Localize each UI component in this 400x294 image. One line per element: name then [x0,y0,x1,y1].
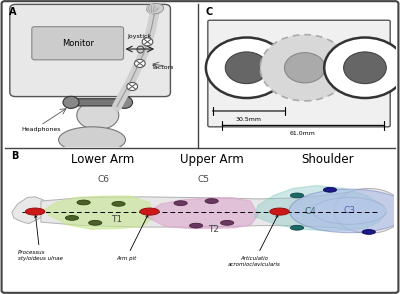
Text: C5: C5 [198,176,210,184]
Text: C3: C3 [343,206,355,216]
Circle shape [77,200,90,205]
Circle shape [324,38,400,98]
Polygon shape [45,196,154,229]
Circle shape [127,82,138,91]
Circle shape [89,220,102,225]
Polygon shape [146,198,258,228]
FancyBboxPatch shape [10,4,170,96]
Circle shape [65,216,78,220]
Text: Upper Arm: Upper Arm [180,153,244,166]
Polygon shape [254,186,386,230]
Text: Arm pit: Arm pit [116,215,148,261]
Circle shape [205,199,218,203]
Text: Monitor: Monitor [62,39,94,48]
Circle shape [290,225,304,230]
Circle shape [134,59,145,68]
Ellipse shape [77,101,119,130]
Circle shape [225,52,268,83]
Polygon shape [12,197,47,223]
Circle shape [26,208,45,215]
Circle shape [140,208,159,215]
Text: Articulatio
acromioclavicularis: Articulatio acromioclavicularis [228,215,281,267]
Ellipse shape [147,4,164,14]
Text: 61.0mm: 61.0mm [290,131,316,136]
Text: A: A [9,7,16,17]
Ellipse shape [334,188,400,233]
Circle shape [63,96,79,108]
Text: B: B [11,151,18,161]
Text: 30.5mm: 30.5mm [236,117,262,122]
Text: C6: C6 [97,176,109,184]
Text: T1: T1 [111,215,122,224]
Text: Shoulder: Shoulder [302,153,354,166]
Circle shape [362,230,375,234]
FancyBboxPatch shape [70,99,126,106]
Ellipse shape [58,127,126,153]
Circle shape [142,38,153,46]
Text: Joystick: Joystick [128,34,152,39]
Text: Processus
styloideus ulnae: Processus styloideus ulnae [18,215,62,261]
Text: Headphones: Headphones [21,127,61,132]
Polygon shape [41,191,355,230]
FancyBboxPatch shape [32,27,124,60]
Circle shape [260,35,350,101]
FancyBboxPatch shape [208,20,390,127]
Circle shape [206,38,287,98]
Circle shape [323,187,336,192]
Text: Tactors: Tactors [152,65,174,70]
Text: Lower Arm: Lower Arm [71,153,135,166]
Circle shape [284,53,325,83]
Circle shape [190,223,203,228]
Circle shape [312,198,386,224]
Circle shape [290,193,304,198]
Text: C4: C4 [305,207,316,216]
Text: T2: T2 [208,225,219,234]
Circle shape [344,52,386,83]
Circle shape [174,201,187,206]
Circle shape [289,189,400,233]
Circle shape [112,201,125,206]
Circle shape [270,208,289,215]
Circle shape [116,96,132,108]
Circle shape [220,220,234,225]
Text: C: C [206,7,213,17]
